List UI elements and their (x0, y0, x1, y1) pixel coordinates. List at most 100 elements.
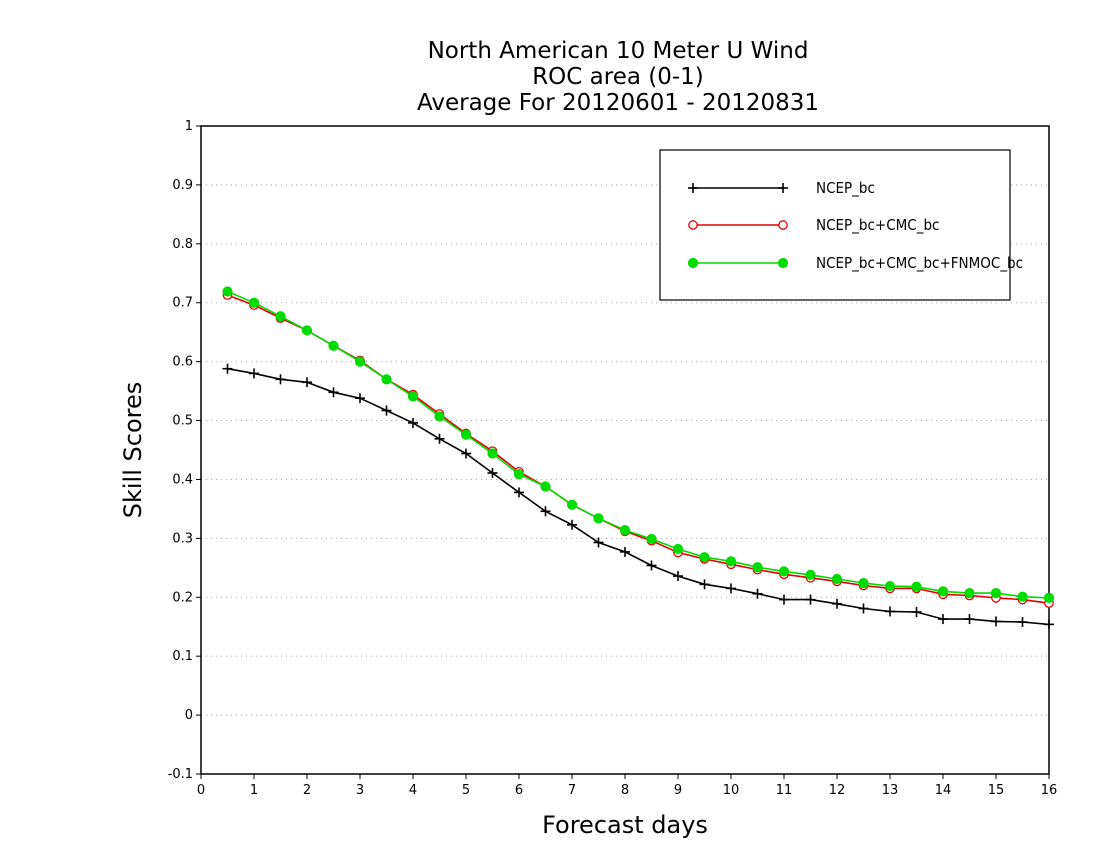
data-point-ncep-cmc-fnmoc (964, 588, 975, 599)
legend-label-ncep-bc: NCEP_bc (816, 179, 875, 198)
data-point-ncep-cmc-fnmoc (222, 286, 233, 297)
data-point-ncep-cmc-fnmoc (831, 573, 843, 585)
data-point-ncep-bc (275, 374, 286, 385)
data-point-ncep-cmc-fnmoc (725, 556, 737, 567)
data-point-ncep-cmc-fnmoc (778, 566, 790, 577)
x-tick-label: 13 (882, 783, 899, 798)
data-point-ncep-bc (964, 614, 975, 625)
legend: NCEP_bc NCEP_bc+CMC_bc NCEP_bc+CMC_bc+FN… (659, 149, 1023, 301)
x-tick-label: 0 (197, 783, 205, 798)
data-point-ncep-cmc-fnmoc (566, 499, 578, 510)
data-point-ncep-cmc-fnmoc (381, 374, 392, 385)
data-point-ncep-cmc-fnmoc (1017, 591, 1028, 602)
y-tick-label: 0.9 (172, 178, 193, 193)
series-layer (222, 286, 1055, 630)
data-point-ncep-cmc-fnmoc (646, 533, 657, 545)
data-point-ncep-cmc-fnmoc (619, 525, 631, 536)
data-point-ncep-bc (514, 487, 524, 498)
data-point-ncep-bc (487, 467, 498, 478)
data-point-ncep-bc (461, 448, 471, 459)
chart-title-line-3: Average For 20120601 - 20120831 (417, 90, 819, 116)
data-point-ncep-bc (567, 519, 577, 530)
data-point-ncep-cmc-fnmoc (248, 297, 260, 308)
data-point-ncep-bc (938, 614, 948, 625)
series-line-ncep-cmc (227, 294, 1050, 604)
y-tick-label: 0.7 (172, 296, 193, 311)
x-tick-label: 6 (515, 783, 523, 798)
x-tick-label: 16 (1041, 783, 1058, 798)
data-point-ncep-bc (858, 603, 869, 614)
y-tick-label: -0.1 (168, 767, 193, 782)
data-point-ncep-bc (911, 607, 922, 617)
data-point-ncep-bc (328, 387, 339, 398)
series-line-ncep-bc (227, 367, 1050, 626)
data-point-ncep-cmc-fnmoc (911, 581, 922, 592)
x-tick-label: 12 (829, 783, 846, 798)
data-point-ncep-bc (673, 571, 683, 582)
data-point-ncep-bc (620, 546, 630, 557)
x-tick-label: 11 (776, 783, 793, 798)
data-point-ncep-bc (381, 405, 392, 416)
data-point-ncep-bc (646, 560, 657, 571)
x-tick-label: 3 (356, 783, 364, 798)
x-tick-label: 2 (303, 783, 311, 798)
x-axis-label: Forecast days (542, 811, 708, 839)
legend-label-ncep-cmc-fnmoc: NCEP_bc+CMC_bc+FNMOC_bc (816, 254, 1023, 273)
data-point-ncep-bc (699, 579, 710, 590)
legend-items (687, 183, 789, 269)
data-point-ncep-cmc-fnmoc (487, 448, 498, 459)
series-ncep-bc (222, 363, 1054, 630)
y-tick-label: 0 (185, 708, 193, 723)
y-tick-label: 1 (185, 119, 193, 134)
data-point-ncep-cmc-fnmoc (672, 543, 684, 555)
data-point-ncep-bc (752, 588, 763, 599)
chart-title-line-1: North American 10 Meter U Wind (428, 38, 809, 64)
x-tick-label: 8 (621, 783, 629, 798)
data-point-ncep-cmc-fnmoc (805, 569, 816, 580)
y-tick-label: 0.3 (172, 531, 193, 546)
y-axis-label: Skill Scores (119, 382, 147, 519)
x-tick-label: 14 (935, 783, 952, 798)
y-tick-label: 0.6 (172, 355, 193, 370)
axis-ticks: -0.100.10.20.30.40.50.60.70.80.910 1 2 3 4 5 6… (168, 119, 1058, 798)
y-tick-label: 0.5 (172, 414, 193, 429)
legend-sample-ncep-cmc (688, 220, 788, 230)
series-ncep-cmc (222, 290, 1054, 609)
legend-marker-ncep-bc (778, 183, 788, 193)
data-point-ncep-cmc-fnmoc (937, 586, 949, 597)
data-point-ncep-cmc-fnmoc (460, 429, 472, 440)
data-point-ncep-bc (726, 583, 736, 594)
x-tick-label: 7 (568, 783, 576, 798)
series-ncep-cmc-fnmoc (222, 286, 1055, 603)
series-line-ncep-cmc-fnmoc (227, 290, 1050, 599)
data-point-ncep-cmc-fnmoc (540, 481, 551, 492)
x-tick-label: 1 (250, 783, 258, 798)
data-point-ncep-bc (779, 594, 789, 605)
data-point-ncep-bc (408, 417, 418, 428)
y-tick-label: 0.1 (172, 649, 193, 664)
legend-sample-ncep-cmc-fnmoc (687, 257, 789, 269)
data-point-ncep-cmc-fnmoc (884, 580, 896, 592)
data-point-ncep-cmc-fnmoc (301, 325, 313, 336)
data-point-ncep-cmc-fnmoc (1043, 592, 1055, 603)
x-tick-label: 4 (409, 783, 417, 798)
data-point-ncep-cmc-fnmoc (990, 588, 1002, 599)
legend-marker-ncep-bc (688, 183, 698, 193)
legend-marker-ncep-cmc (688, 220, 698, 230)
data-point-ncep-cmc-fnmoc (593, 513, 604, 524)
legend-label-ncep-cmc: NCEP_bc+CMC_bc (816, 216, 939, 235)
data-point-ncep-bc (1044, 619, 1054, 630)
legend-marker-ncep-cmc (778, 220, 788, 230)
data-point-ncep-bc (302, 377, 312, 388)
data-point-ncep-cmc-fnmoc (699, 552, 710, 563)
data-point-ncep-bc (222, 363, 233, 374)
data-point-ncep-bc (540, 506, 551, 517)
data-point-ncep-cmc-fnmoc (354, 356, 366, 367)
x-tick-label: 15 (988, 783, 1005, 798)
data-point-ncep-bc (832, 598, 842, 609)
y-tick-label: 0.2 (172, 590, 193, 605)
x-tick-label: 10 (723, 783, 740, 798)
data-point-ncep-bc (249, 368, 259, 379)
legend-sample-ncep-bc (688, 183, 788, 193)
